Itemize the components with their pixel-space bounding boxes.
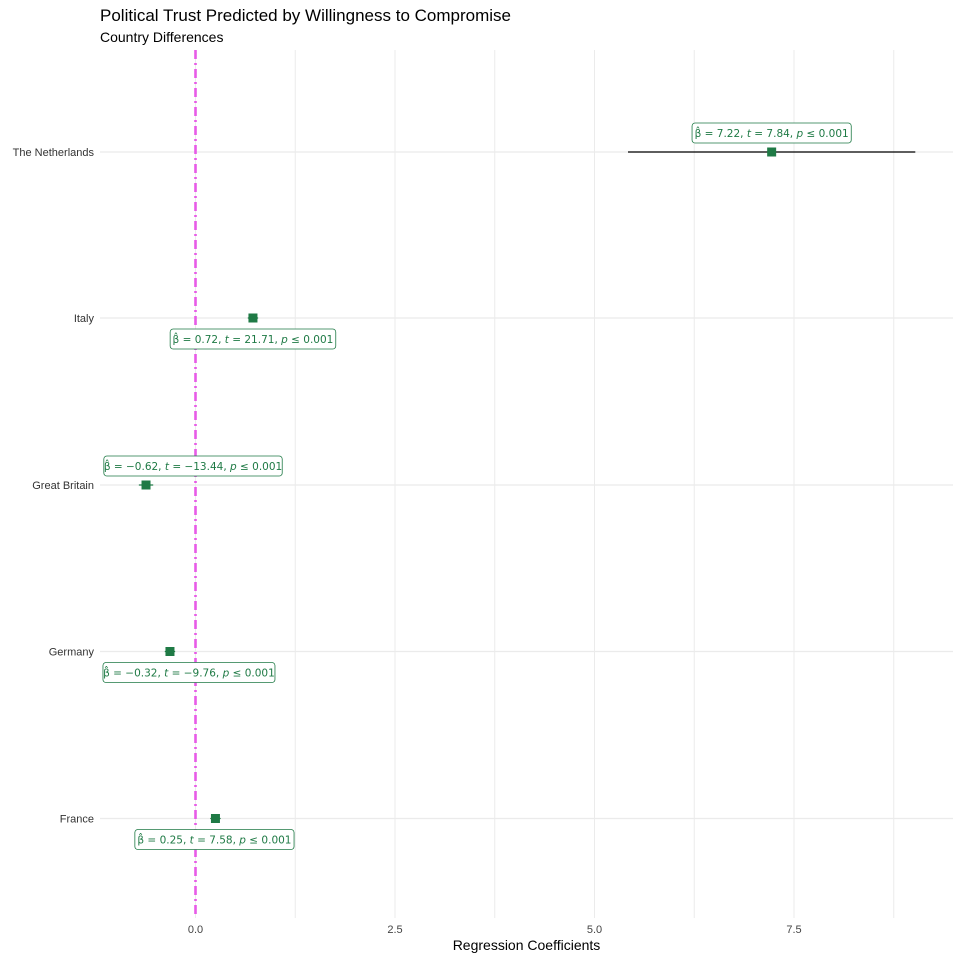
- y-axis: The Netherlands Italy Great Britain Germany…: [13, 147, 95, 826]
- label-box: [103, 455, 283, 477]
- estimate-germany: β̂ = −0.32, t = −9.76, p ≤ 0.001: [102, 647, 276, 683]
- label-box: [169, 328, 337, 350]
- coefficient-point: [767, 147, 777, 157]
- x-tick-label: 0.0: [188, 924, 203, 936]
- label-box: [102, 662, 276, 683]
- coefficient-label: β̂ = −0.62, t = −13.44, p ≤ 0.001: [103, 455, 283, 477]
- y-category-label: Germany: [49, 647, 95, 659]
- y-category-label: Great Britain: [32, 480, 94, 492]
- x-tick-label: 2.5: [387, 924, 402, 936]
- label-text: β̂ = 7.22, t = 7.84, p ≤ 0.001: [695, 126, 849, 140]
- coefficient-label: β̂ = 0.25, t = 7.58, p ≤ 0.001: [134, 829, 295, 850]
- estimate-great-britain: β̂ = −0.62, t = −13.44, p ≤ 0.001: [103, 455, 283, 490]
- estimate-france: β̂ = 0.25, t = 7.58, p ≤ 0.001: [134, 814, 295, 850]
- coefficient-point: [210, 814, 220, 823]
- x-tick-label: 5.0: [587, 924, 602, 936]
- coefficient-point: [141, 480, 151, 490]
- estimate-the-netherlands: β̂ = 7.22, t = 7.84, p ≤ 0.001: [628, 122, 916, 157]
- label-text: β̂ = −0.62, t = −13.44, p ≤ 0.001: [104, 459, 282, 473]
- grid: [100, 50, 953, 918]
- x-tick-label: 7.5: [786, 924, 801, 936]
- coefficient-point: [248, 313, 258, 323]
- y-category-label: Italy: [74, 313, 95, 325]
- y-category-label: The Netherlands: [13, 147, 95, 159]
- x-axis: 0.0 2.5 5.0 7.5: [188, 924, 802, 936]
- label-box: [691, 122, 852, 144]
- label-text: β̂ = −0.32, t = −9.76, p ≤ 0.001: [103, 666, 275, 680]
- x-axis-label: Regression Coefficients: [453, 937, 601, 953]
- data-layer: β̂ = 7.22, t = 7.84, p ≤ 0.001 β̂ = 0.72,…: [102, 122, 916, 850]
- estimate-italy: β̂ = 0.72, t = 21.71, p ≤ 0.001: [169, 313, 337, 350]
- chart-subtitle: Country Differences: [100, 29, 223, 45]
- y-category-label: France: [60, 814, 94, 826]
- coefficient-point: [165, 647, 175, 656]
- coefficient-label: β̂ = 0.72, t = 21.71, p ≤ 0.001: [169, 328, 337, 350]
- label-box: [134, 829, 295, 850]
- coefficient-label: β̂ = 7.22, t = 7.84, p ≤ 0.001: [691, 122, 852, 144]
- label-text: β̂ = 0.25, t = 7.58, p ≤ 0.001: [137, 833, 291, 847]
- label-text: β̂ = 0.72, t = 21.71, p ≤ 0.001: [173, 332, 334, 346]
- coefficient-label: β̂ = −0.32, t = −9.76, p ≤ 0.001: [102, 662, 276, 683]
- chart-title: Political Trust Predicted by Willingness…: [100, 6, 511, 25]
